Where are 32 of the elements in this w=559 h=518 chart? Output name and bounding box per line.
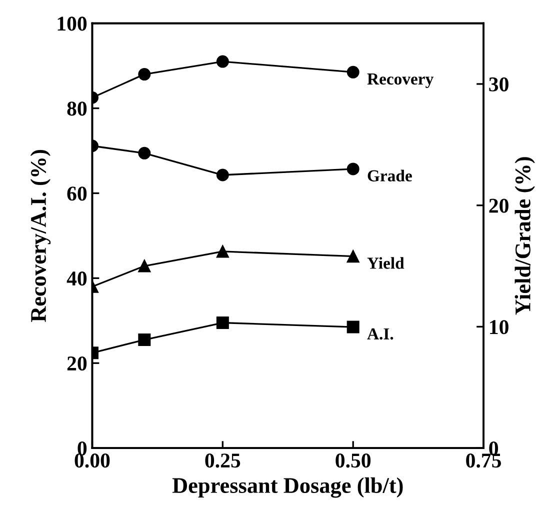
x-tick-label: 0.25 — [205, 454, 240, 468]
x-tick-label: 0.00 — [74, 454, 110, 468]
point — [346, 320, 360, 334]
point — [216, 168, 229, 182]
y2-tick-label: 30 — [489, 77, 508, 92]
x-axis-title: Depressant Dosage (lb/t) — [172, 477, 403, 498]
point — [346, 250, 360, 263]
x-tick-label: 0.75 — [466, 454, 501, 468]
y-tick-label: 60 — [67, 186, 87, 201]
y-tick-label: 40 — [66, 272, 87, 286]
point — [216, 245, 229, 258]
series-label: Yield — [367, 257, 404, 269]
y-tick-label: 0 — [78, 441, 87, 456]
point — [346, 162, 360, 176]
series-label: Recovery — [367, 74, 434, 88]
y2-tick-label: 10 — [490, 320, 508, 334]
series-label: A.I. — [367, 328, 394, 340]
point — [216, 55, 229, 68]
series-label: Grade — [368, 170, 412, 182]
point — [138, 260, 151, 272]
y-axis-title: Recovery/A.I. (%) — [30, 150, 51, 322]
x-tick-label: 0.50 — [336, 454, 371, 468]
point — [138, 146, 151, 160]
point — [138, 68, 151, 81]
y-tick-label: 80 — [67, 102, 87, 116]
point — [346, 66, 360, 78]
y2-tick-label: 20 — [489, 198, 508, 213]
y-tick-label: 100 — [58, 16, 87, 31]
point — [138, 334, 151, 346]
y-tick-label: 20 — [67, 356, 87, 371]
point — [216, 316, 229, 330]
y2-axis-title: Yield/Grade (%) — [514, 157, 535, 315]
